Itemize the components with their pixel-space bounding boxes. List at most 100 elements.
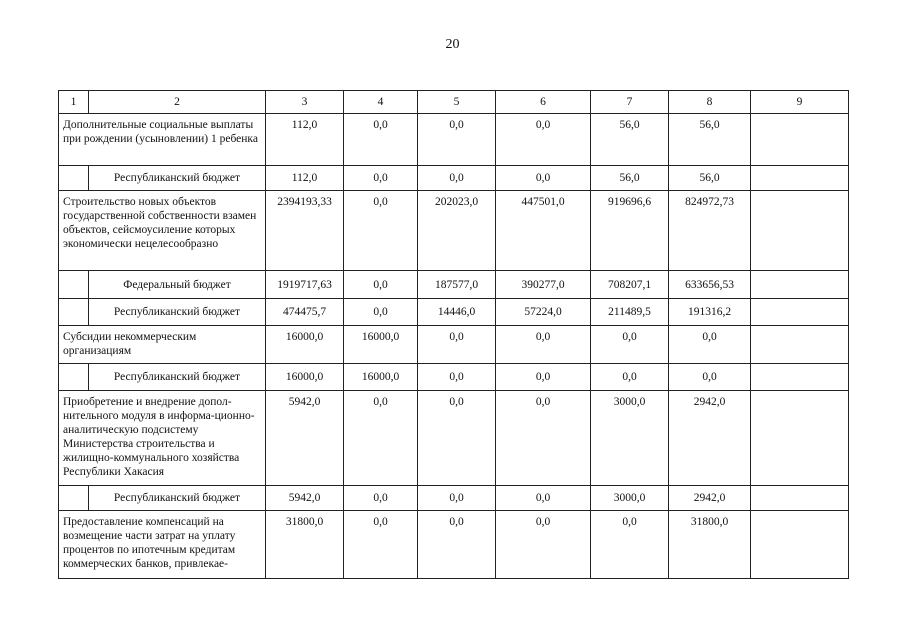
value-cell: 191316,2	[668, 298, 751, 326]
value-cell: 633656,53	[668, 270, 751, 299]
value-cell: 2942,0	[668, 485, 751, 511]
value-cell: 3000,0	[590, 390, 669, 486]
table-subrow: Республиканский бюджет 16000,0 16000,0 0,0 0…	[58, 363, 849, 391]
value-cell: 824972,73	[668, 190, 751, 271]
table-row: Дополнительные социальные выплаты при ро…	[58, 113, 849, 166]
value-cell: 0,0	[417, 485, 496, 511]
value-cell: 0,0	[417, 113, 496, 166]
value-cell	[750, 113, 849, 166]
value-cell	[750, 510, 849, 579]
value-cell	[750, 190, 849, 271]
column-header: 9	[750, 90, 849, 114]
column-header: 6	[495, 90, 591, 114]
table-subrow: Республиканский бюджет 5942,0 0,0 0,0 0,0 300…	[58, 485, 849, 511]
value-cell: 0,0	[590, 510, 669, 579]
value-cell: 56,0	[590, 113, 669, 166]
funding-source: Республиканский бюджет	[88, 363, 266, 391]
value-cell: 0,0	[495, 113, 591, 166]
funding-source: Республиканский бюджет	[88, 485, 266, 511]
value-cell: 0,0	[495, 325, 591, 364]
value-cell: 0,0	[590, 325, 669, 364]
value-cell	[750, 165, 849, 191]
column-header: 8	[668, 90, 751, 114]
value-cell: 3000,0	[590, 485, 669, 511]
empty-cell	[58, 165, 89, 191]
value-cell: 16000,0	[265, 363, 344, 391]
column-header: 2	[88, 90, 266, 114]
value-cell: 0,0	[343, 390, 418, 486]
value-cell: 0,0	[417, 510, 496, 579]
value-cell	[750, 390, 849, 486]
funding-source: Республиканский бюджет	[88, 165, 266, 191]
funding-source: Федеральный бюджет	[88, 270, 266, 299]
value-cell: 2942,0	[668, 390, 751, 486]
value-cell: 16000,0	[265, 325, 344, 364]
value-cell: 16000,0	[343, 325, 418, 364]
value-cell: 0,0	[343, 165, 418, 191]
value-cell: 0,0	[668, 325, 751, 364]
value-cell: 0,0	[343, 485, 418, 511]
value-cell: 56,0	[668, 165, 751, 191]
page-number: 20	[445, 37, 460, 52]
value-cell: 112,0	[265, 165, 344, 191]
value-cell: 0,0	[343, 270, 418, 299]
table-row: Предоставление компенсаций на возмещение…	[58, 510, 849, 579]
column-header: 5	[417, 90, 496, 114]
value-cell: 474475,7	[265, 298, 344, 326]
value-cell: 202023,0	[417, 190, 496, 271]
funding-source: Республиканский бюджет	[88, 298, 266, 326]
value-cell: 0,0	[495, 510, 591, 579]
value-cell: 5942,0	[265, 390, 344, 486]
value-cell: 0,0	[343, 510, 418, 579]
value-cell: 0,0	[495, 485, 591, 511]
value-cell	[750, 485, 849, 511]
value-cell: 0,0	[417, 363, 496, 391]
empty-cell	[58, 270, 89, 299]
value-cell: 14446,0	[417, 298, 496, 326]
value-cell: 112,0	[265, 113, 344, 166]
value-cell: 0,0	[590, 363, 669, 391]
value-cell: 2394193,33	[265, 190, 344, 271]
value-cell: 31800,0	[668, 510, 751, 579]
value-cell: 187577,0	[417, 270, 496, 299]
value-cell	[750, 325, 849, 364]
row-label: Дополнительные социальные выплаты при ро…	[58, 113, 266, 166]
value-cell: 0,0	[668, 363, 751, 391]
column-header: 1	[58, 90, 89, 114]
table-row: Субсидии некоммерческим организациям 1600…	[58, 325, 849, 364]
column-header: 4	[343, 90, 418, 114]
row-label: Строительство новых объектов государстве…	[58, 190, 266, 271]
value-cell: 57224,0	[495, 298, 591, 326]
value-cell: 0,0	[495, 363, 591, 391]
value-cell: 919696,6	[590, 190, 669, 271]
value-cell: 0,0	[417, 325, 496, 364]
empty-cell	[58, 298, 89, 326]
table-subrow: Республиканский бюджет 112,0 0,0 0,0 0,0 56,0…	[58, 165, 849, 191]
row-label: Приобретение и внедрение допол-нительног…	[58, 390, 266, 486]
table-subrow: Федеральный бюджет 1919717,63 0,0 187577,0 3…	[58, 270, 849, 299]
value-cell: 31800,0	[265, 510, 344, 579]
value-cell: 5942,0	[265, 485, 344, 511]
value-cell: 0,0	[417, 390, 496, 486]
value-cell: 56,0	[668, 113, 751, 166]
empty-cell	[58, 363, 89, 391]
value-cell: 0,0	[343, 113, 418, 166]
table-row: Приобретение и внедрение допол-нительног…	[58, 390, 849, 486]
value-cell: 56,0	[590, 165, 669, 191]
value-cell: 708207,1	[590, 270, 669, 299]
value-cell: 0,0	[495, 390, 591, 486]
value-cell: 1919717,63	[265, 270, 344, 299]
value-cell: 16000,0	[343, 363, 418, 391]
table-subrow: Республиканский бюджет 474475,7 0,0 14446,0…	[58, 298, 849, 326]
row-label: Субсидии некоммерческим организациям	[58, 325, 266, 364]
value-cell: 447501,0	[495, 190, 591, 271]
empty-cell	[58, 485, 89, 511]
table-row: Строительство новых объектов государстве…	[58, 190, 849, 271]
value-cell: 0,0	[343, 190, 418, 271]
value-cell	[750, 298, 849, 326]
column-header: 3	[265, 90, 344, 114]
value-cell: 0,0	[495, 165, 591, 191]
column-header: 7	[590, 90, 669, 114]
